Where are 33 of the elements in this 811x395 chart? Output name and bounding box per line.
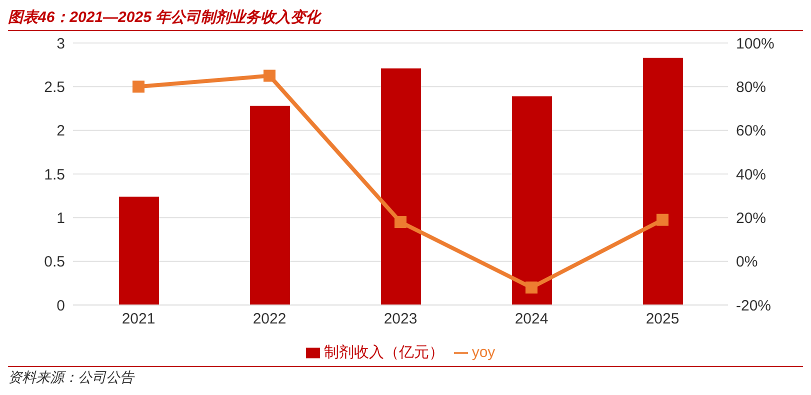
y2-tick-label: 80%: [736, 78, 766, 96]
point: [264, 70, 276, 82]
bar: [512, 96, 552, 305]
point: [132, 80, 144, 93]
y2-tick-label: -20%: [736, 297, 772, 314]
x-tick-label: 2025: [646, 310, 680, 328]
point: [394, 216, 406, 228]
bar: [250, 106, 290, 305]
y2-tick-label: 60%: [736, 122, 766, 140]
legend-label: 制剂收入（亿元）: [324, 344, 444, 361]
point: [526, 282, 538, 294]
y2-tick-label: 100%: [736, 35, 774, 52]
y-tick-label: 3: [56, 35, 65, 52]
bar: [643, 58, 683, 305]
y-tick-label: 2.5: [44, 78, 65, 96]
y2-tick-label: 0%: [736, 254, 758, 271]
x-tick-label: 2021: [122, 310, 156, 328]
point: [656, 214, 668, 226]
y-tick-label: 2: [56, 122, 65, 140]
y-tick-label: 0.5: [44, 254, 65, 271]
bar: [381, 68, 421, 305]
x-tick-label: 2022: [252, 310, 286, 328]
y2-tick-label: 40%: [736, 166, 766, 184]
legend-label: yoy: [472, 344, 496, 361]
x-tick-label: 2023: [384, 310, 418, 328]
x-tick-label: 2024: [514, 310, 548, 328]
y-tick-label: 1.5: [44, 166, 65, 184]
chart-title: 图表46：2021—2025 年公司制剂业务收入变化: [8, 8, 803, 31]
text: 资料来源：公司公告: [8, 369, 803, 387]
y-tick-label: 1: [56, 210, 65, 227]
y-tick-label: 0: [56, 297, 65, 314]
y2-tick-label: 20%: [736, 210, 766, 227]
bar: [119, 196, 159, 305]
